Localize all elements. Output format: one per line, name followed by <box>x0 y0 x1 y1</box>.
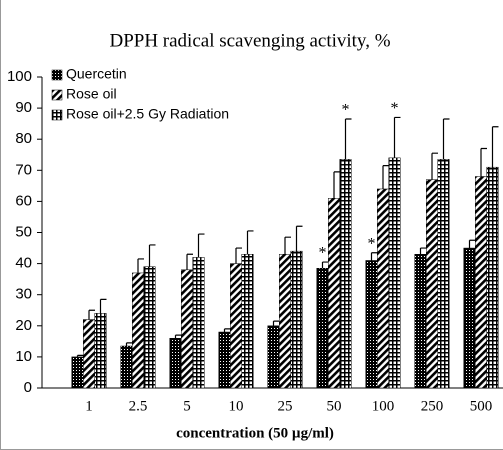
bar <box>83 319 95 389</box>
error-bar <box>186 253 193 270</box>
bar <box>132 272 144 389</box>
x-tick-label: 25 <box>278 398 293 414</box>
annotation: * <box>342 102 350 119</box>
bar <box>365 260 378 389</box>
x-tick-label: 5 <box>183 398 191 414</box>
bar <box>377 188 389 389</box>
y-tick-label: 10 <box>15 348 32 365</box>
error-bar <box>284 236 291 255</box>
x-tick-label: 250 <box>421 398 444 414</box>
bar <box>218 331 231 389</box>
legend-swatch <box>51 89 63 101</box>
y-tick-label: 30 <box>15 286 32 303</box>
error-bar <box>468 239 476 249</box>
legend-label: Rose oil+2.5 Gy Radiation <box>66 106 229 122</box>
annotation: * <box>319 245 327 262</box>
y-tick-label: 50 <box>15 223 32 240</box>
bar <box>290 250 303 389</box>
error-bar <box>99 298 107 314</box>
bar <box>230 263 242 389</box>
bar <box>316 268 329 389</box>
error-bar <box>88 309 95 320</box>
y-tick-label: 90 <box>15 99 32 116</box>
y-tick-label: 60 <box>15 192 32 209</box>
legend-swatch <box>51 69 63 81</box>
chart-title: DPPH radical scavenging activity, % <box>109 30 390 51</box>
bar <box>426 179 438 389</box>
error-bar <box>321 261 329 269</box>
bar <box>388 157 401 389</box>
bar <box>414 254 427 389</box>
x-tick-label: 500 <box>470 398 493 414</box>
error-bar <box>235 247 242 264</box>
error-bar <box>419 247 427 255</box>
error-bar <box>382 165 389 189</box>
bar <box>241 254 254 389</box>
bar <box>71 356 84 389</box>
bar <box>339 159 352 389</box>
bar <box>463 247 476 389</box>
error-bar <box>344 118 352 160</box>
bar <box>169 337 182 389</box>
error-bar <box>76 354 84 357</box>
bar <box>486 166 499 389</box>
y-tick-label: 20 <box>15 317 32 334</box>
error-bar <box>137 258 144 273</box>
bar <box>120 345 133 389</box>
error-bar <box>125 342 133 347</box>
bar <box>143 266 156 389</box>
bar <box>279 254 291 389</box>
error-bar <box>295 225 303 252</box>
error-bar <box>393 116 401 158</box>
legend-swatch <box>51 109 63 121</box>
error-bar <box>197 233 205 258</box>
error-bar <box>480 147 487 177</box>
annotation: * <box>391 100 399 117</box>
bar <box>192 257 205 389</box>
x-tick-label: 2.5 <box>129 398 148 414</box>
bar <box>328 198 340 389</box>
legend-label: Rose oil <box>66 86 117 102</box>
bar <box>437 159 450 389</box>
error-bar <box>333 171 340 199</box>
y-tick-label: 100 <box>7 68 32 85</box>
error-bar <box>246 230 254 255</box>
annotation: * <box>368 235 376 252</box>
bar <box>267 325 280 389</box>
y-tick-label: 80 <box>15 130 32 147</box>
y-tick-label: 0 <box>24 379 32 396</box>
error-bar <box>148 244 156 267</box>
bar <box>94 313 107 389</box>
y-tick-label: 70 <box>15 161 32 178</box>
x-axis-label: concentration (50 µg/ml) <box>176 425 334 441</box>
error-bar <box>174 334 182 339</box>
legend-label: Quercetin <box>66 66 127 82</box>
error-bar <box>431 152 438 180</box>
x-tick-label: 100 <box>372 398 395 414</box>
bar <box>475 176 487 389</box>
x-tick-label: 10 <box>229 398 244 414</box>
y-tick-label: 40 <box>15 255 32 272</box>
error-bar <box>370 252 378 261</box>
error-bar <box>272 320 280 326</box>
bar <box>181 269 193 389</box>
error-bar <box>442 118 450 160</box>
x-tick-label: 50 <box>327 398 342 414</box>
x-tick-label: 1 <box>85 398 93 414</box>
error-bar <box>223 328 231 333</box>
error-bar <box>491 126 499 168</box>
